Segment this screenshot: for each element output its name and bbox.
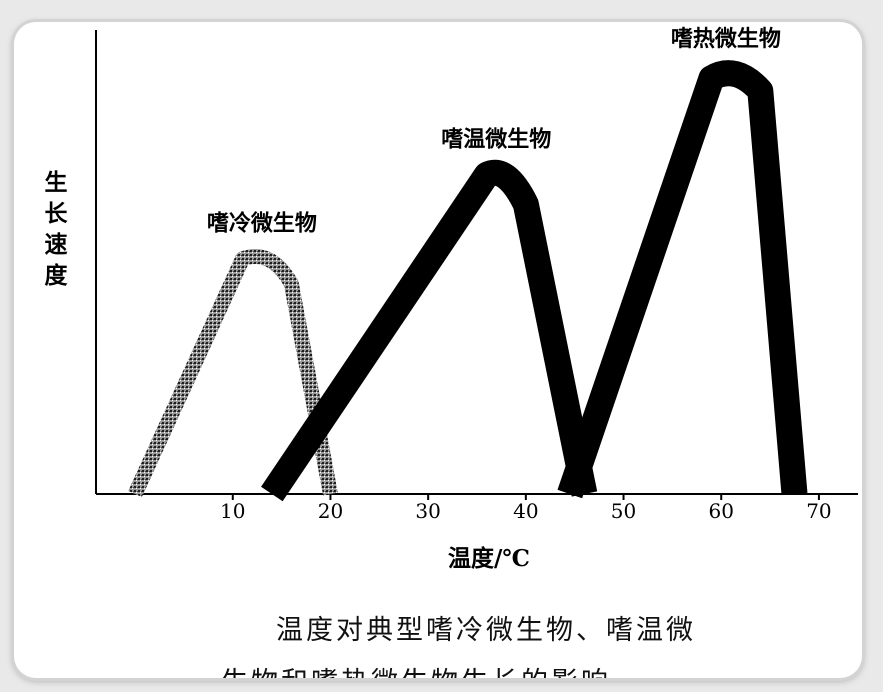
curve-psychrophile: [128, 249, 338, 498]
x-axis-label: 温度/℃: [448, 545, 530, 572]
labels: 10 20 30 40 50 60 70 温度/℃ 生长速度 嗜冷微生物 嗜温微生物 嗜热微生物: [45, 26, 832, 572]
figure-frame: 10 20 30 40 50 60 70 温度/℃ 生长速度 嗜冷微生物 嗜温微生物 嗜热微生物 温度…: [14, 22, 862, 678]
series-label: 嗜冷微生物: [207, 211, 317, 237]
series-label: 嗜热微生物: [671, 26, 781, 52]
axes: [95, 30, 858, 500]
x-tick-label: 50: [611, 499, 636, 523]
x-tick-label: 30: [415, 499, 440, 523]
curves: [128, 60, 808, 502]
x-tick-label: 40: [513, 499, 538, 523]
growth-chart: 10 20 30 40 50 60 70 温度/℃ 生长速度 嗜冷微生物 嗜温微生物 嗜热微生物: [45, 26, 858, 572]
caption-line-1: 温度对典型嗜冷微生物、嗜温微: [276, 615, 696, 646]
series-label: 嗜温微生物: [441, 127, 551, 153]
x-tick-label: 60: [709, 499, 734, 523]
curve-mesophile: [261, 159, 598, 502]
x-tick-label: 10: [220, 499, 245, 523]
y-axis-label: 生长速度: [45, 169, 69, 289]
caption-line-2: 生物和嗜热微生物生长的影响: [221, 660, 862, 678]
x-tick-label: 70: [806, 499, 831, 523]
curve-thermophile: [557, 60, 808, 499]
x-tick-label: 20: [318, 499, 343, 523]
